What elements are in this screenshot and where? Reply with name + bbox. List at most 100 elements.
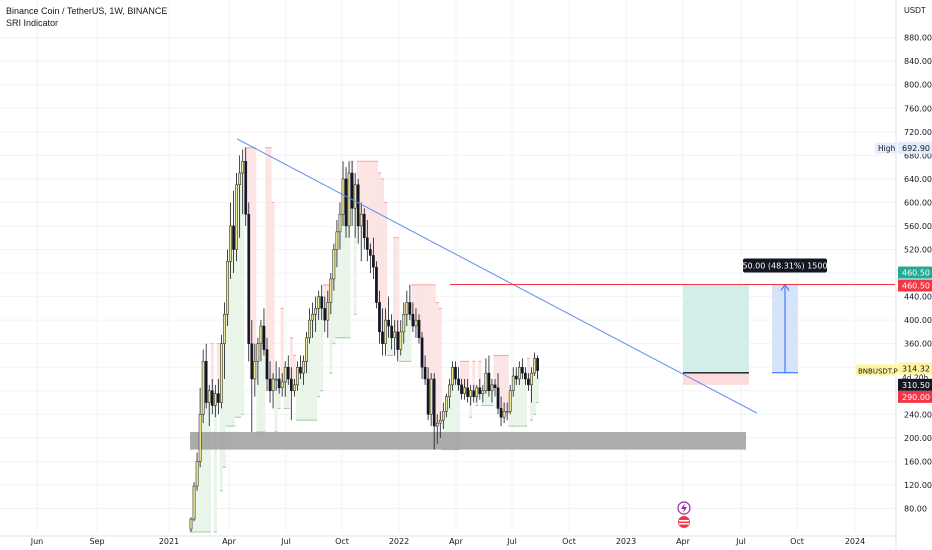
profit-zone <box>683 284 749 373</box>
candle <box>454 361 457 385</box>
measure-label: 150.00 (48.31%) 15000 <box>737 258 833 273</box>
candle <box>305 331 308 374</box>
time-tick-label: Sep <box>89 537 104 546</box>
candle-body <box>496 387 500 409</box>
target-tag-a: 460.50 <box>898 266 932 279</box>
candle-body <box>320 296 324 309</box>
candle <box>423 355 427 385</box>
time-tick-label: 2022 <box>389 537 409 546</box>
sri-lower-fill <box>341 178 345 338</box>
candle-body <box>344 178 348 227</box>
candlestick-series <box>189 147 539 532</box>
target-tag-b: 460.50 <box>898 279 932 292</box>
candle-body <box>347 172 351 227</box>
candle-body <box>210 390 214 406</box>
sri-lower-fill <box>229 225 233 427</box>
candle-body <box>204 361 208 403</box>
candle <box>511 367 515 397</box>
candle-body <box>487 372 491 392</box>
indicator-name[interactable]: SRI Indicator <box>6 18 59 28</box>
candle-body <box>533 358 536 374</box>
candle-body <box>359 213 363 227</box>
sri-upper-fill <box>265 147 269 379</box>
candle <box>448 378 451 409</box>
candle-body <box>189 518 193 530</box>
price-tick-label: 160.00 <box>904 457 932 466</box>
candle <box>283 361 287 397</box>
candle <box>280 373 284 397</box>
candle-body <box>317 296 321 309</box>
candle-body <box>268 378 272 392</box>
sri-indicator-bands <box>189 147 540 533</box>
candle <box>472 384 476 403</box>
candle <box>232 190 235 274</box>
candle-body <box>308 319 311 339</box>
sri-lower-fill <box>408 314 412 362</box>
candle <box>405 290 409 327</box>
price-tick-label: 80.00 <box>904 504 927 513</box>
candle-body <box>195 461 199 487</box>
sri-lower-fill <box>305 337 309 421</box>
candle-body <box>448 384 451 397</box>
sri-lower-fill <box>329 278 333 374</box>
candle <box>286 355 290 385</box>
target-tag-a-text: 460.50 <box>902 269 930 278</box>
measure-label-text: 150.00 (48.31%) 15000 <box>737 262 832 271</box>
candle <box>335 220 339 268</box>
candle-body <box>265 349 269 380</box>
candle <box>329 273 333 315</box>
sri-lower-fill <box>274 378 278 432</box>
candle <box>399 320 403 356</box>
candle <box>372 237 375 279</box>
candle-body <box>302 361 305 374</box>
candle <box>517 361 521 385</box>
candle-body <box>451 366 454 386</box>
candle-body <box>429 378 433 415</box>
candle <box>338 202 342 250</box>
candle <box>277 367 281 394</box>
candle <box>308 308 311 344</box>
sri-lower-fill <box>533 358 537 415</box>
sri-lower-fill <box>517 367 521 427</box>
candle <box>235 173 238 262</box>
candle-body <box>445 396 448 412</box>
price-tick-label: 360.00 <box>904 340 932 349</box>
candle-body <box>365 237 369 250</box>
sri-lower-fill <box>232 249 236 427</box>
candle <box>350 161 354 226</box>
candle-body <box>527 378 530 386</box>
candle <box>381 308 384 356</box>
candle <box>347 161 351 238</box>
time-tick-label: Oct <box>790 537 804 546</box>
time-axis[interactable]: Jun Sep 2021 Apr Jul Oct 2022 Apr Jul Oct 2023 Apr J… <box>30 537 865 546</box>
candle-body <box>235 184 238 250</box>
candle <box>378 290 381 344</box>
candle <box>229 202 232 279</box>
candle <box>238 155 241 238</box>
sri-lower-fill <box>314 308 318 421</box>
candle <box>414 308 418 338</box>
sri-lower-fill <box>317 296 321 397</box>
sri-lower-fill <box>238 173 242 418</box>
sri-upper-fill <box>478 361 482 394</box>
flag-stripe <box>679 523 689 525</box>
sri-lower-fill <box>457 384 461 450</box>
candle <box>323 296 327 332</box>
time-tick-label: Jun <box>30 537 44 546</box>
high-tag: High <box>875 142 897 154</box>
candle <box>420 331 424 379</box>
price-tick-label: 200.00 <box>904 434 932 443</box>
candle <box>435 414 439 444</box>
sri-lower-fill <box>207 390 211 532</box>
candle <box>417 314 421 344</box>
candle <box>457 367 460 391</box>
candle <box>484 358 488 394</box>
candle <box>441 402 445 430</box>
time-tick-label: Jul <box>280 537 291 546</box>
candle <box>293 378 296 397</box>
candle-body <box>460 384 463 394</box>
sri-upper-fill <box>377 173 381 332</box>
candle-body <box>213 393 217 406</box>
sri-lower-fill <box>320 308 324 391</box>
